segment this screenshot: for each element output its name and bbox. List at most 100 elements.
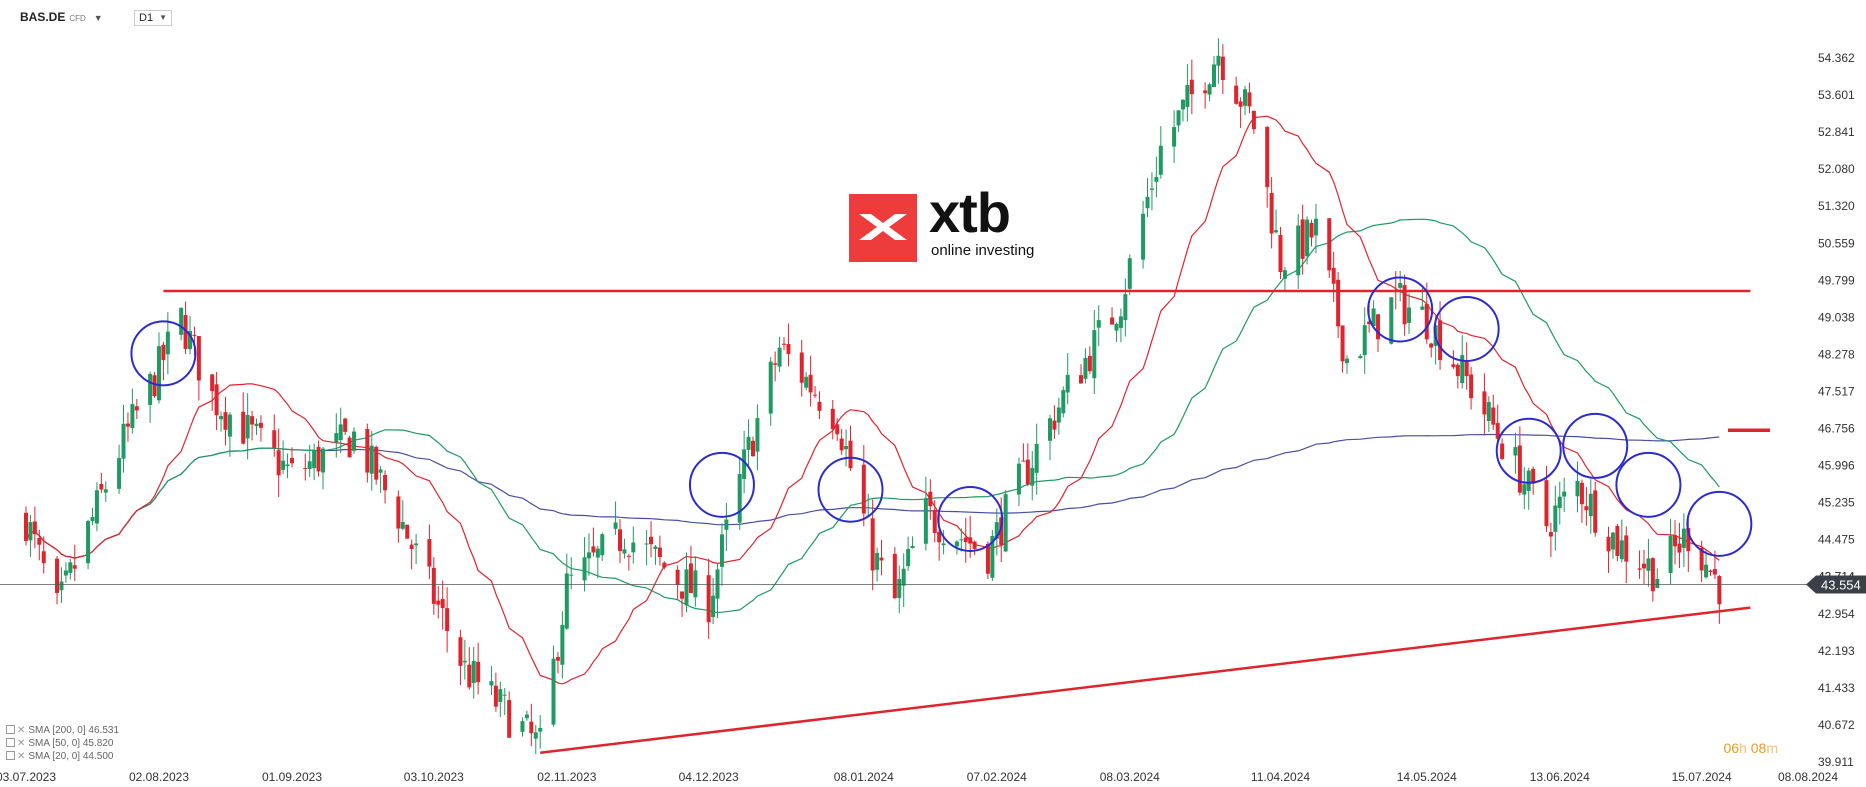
- candle: [653, 545, 658, 565]
- candle: [1429, 342, 1434, 358]
- candle: [1172, 110, 1177, 163]
- candle: [1234, 76, 1239, 105]
- candle: [520, 717, 525, 737]
- candle: [458, 629, 463, 686]
- indicator-legend: ✕ SMA [200, 0] 46.531 ✕ SMA [50, 0] 45.820…: [6, 724, 119, 763]
- remove-indicator-icon[interactable]: ✕: [17, 738, 26, 749]
- candle: [281, 440, 286, 475]
- candle: [1407, 293, 1412, 334]
- candle: [706, 558, 711, 639]
- y-tick-label: 45.996: [1818, 459, 1855, 473]
- candle: [1265, 126, 1270, 208]
- candle: [1087, 346, 1092, 375]
- candle: [462, 639, 467, 680]
- candle: [316, 440, 321, 477]
- candle: [622, 538, 627, 559]
- x-tick-label: 02.08.2023: [129, 770, 189, 784]
- candle: [223, 396, 228, 446]
- candle: [1469, 366, 1474, 410]
- candle: [1110, 307, 1115, 325]
- candle: [134, 399, 139, 419]
- candle: [848, 425, 853, 471]
- timeframe-label: D1: [139, 12, 154, 24]
- candle: [835, 418, 840, 441]
- candle: [1065, 353, 1070, 405]
- candle: [804, 372, 809, 391]
- candle: [1158, 126, 1163, 179]
- candle: [569, 557, 574, 590]
- candle: [768, 357, 773, 426]
- candle: [41, 536, 46, 574]
- candle: [502, 687, 507, 715]
- chevron-down-icon[interactable]: ▼: [159, 13, 168, 22]
- legend-item-sma200[interactable]: ✕ SMA [200, 0] 46.531: [6, 724, 119, 737]
- candle: [343, 417, 348, 435]
- candle: [121, 404, 126, 473]
- indicator-settings-icon[interactable]: [6, 751, 15, 760]
- candle: [1096, 305, 1101, 347]
- candle: [86, 519, 91, 570]
- candle: [786, 323, 791, 367]
- candle: [1203, 82, 1208, 109]
- candle: [130, 388, 135, 434]
- chevron-down-icon[interactable]: ▼: [93, 13, 103, 23]
- candle: [1238, 97, 1243, 128]
- x-tick-label: 08.01.2024: [834, 770, 894, 784]
- candle: [1548, 522, 1553, 558]
- candle: [777, 336, 782, 372]
- candle: [63, 562, 68, 583]
- symbol-label: BAS.DE: [20, 10, 66, 24]
- legend-item-sma20[interactable]: ✕ SMA [20, 0] 44.500: [6, 750, 119, 763]
- y-tick-label: 54.362: [1818, 51, 1855, 65]
- candle: [1673, 520, 1678, 565]
- candle: [839, 428, 844, 455]
- last-price-label: 43.554: [1821, 578, 1861, 593]
- symbol-selector[interactable]: BAS.DE CFD ▼: [20, 10, 103, 24]
- candle: [972, 540, 977, 556]
- candle: [1127, 254, 1132, 295]
- candle: [374, 445, 379, 485]
- candle: [431, 557, 436, 615]
- annotation-circle: [1686, 490, 1753, 557]
- candle: [750, 436, 755, 457]
- annotation-circle: [937, 485, 1004, 552]
- candle: [1189, 59, 1194, 115]
- candle: [1371, 300, 1376, 327]
- remove-indicator-icon[interactable]: ✕: [17, 751, 26, 762]
- candle: [72, 544, 77, 581]
- candle: [276, 428, 281, 498]
- remove-indicator-icon[interactable]: ✕: [17, 725, 26, 736]
- candle: [1269, 177, 1274, 249]
- candle: [148, 371, 153, 423]
- candle: [1278, 226, 1283, 280]
- candle: [285, 453, 290, 479]
- candle: [901, 553, 906, 608]
- candle: [1021, 443, 1026, 462]
- candle: [1641, 549, 1646, 584]
- y-tick-label: 50.559: [1818, 236, 1855, 250]
- candle: [289, 447, 294, 468]
- candle: [897, 565, 902, 614]
- y-tick-label: 42.954: [1818, 607, 1855, 621]
- candle: [1637, 550, 1642, 579]
- indicator-settings-icon[interactable]: [6, 725, 15, 734]
- candle: [24, 506, 28, 546]
- y-tick-label: 49.038: [1818, 310, 1855, 324]
- candle: [941, 529, 946, 555]
- candle: [1282, 266, 1287, 290]
- indicator-settings-icon[interactable]: [6, 738, 15, 747]
- x-tick-label: 04.12.2023: [679, 770, 739, 784]
- candle: [746, 419, 751, 469]
- y-tick-label: 45.235: [1818, 496, 1855, 510]
- timeframe-selector[interactable]: D1 ▼: [134, 10, 173, 26]
- candle: [436, 586, 441, 619]
- candle: [179, 307, 184, 341]
- candle: [1717, 574, 1722, 624]
- last-price-tag: [1806, 575, 1866, 594]
- x-tick-label: 13.06.2024: [1530, 770, 1590, 784]
- candle: [1451, 350, 1456, 370]
- candle: [498, 681, 503, 717]
- legend-item-sma50[interactable]: ✕ SMA [50, 0] 45.820: [6, 737, 119, 750]
- candle: [1708, 569, 1713, 576]
